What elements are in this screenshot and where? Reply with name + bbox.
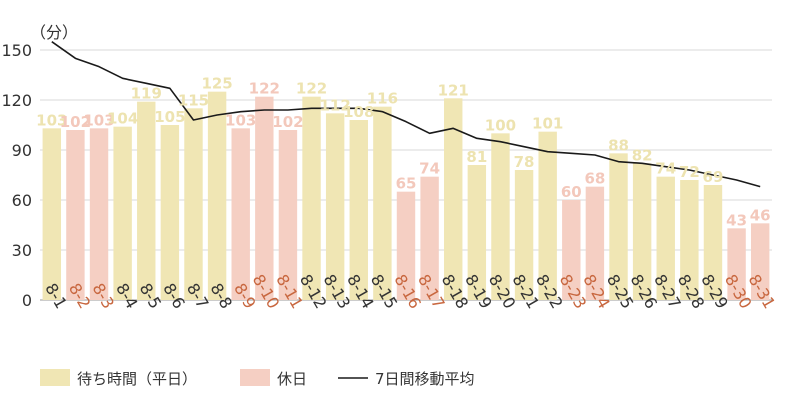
legend-label-average: 7日間移動平均	[375, 370, 475, 388]
data-label-8-1: 103	[36, 111, 67, 129]
data-label-8-29: 69	[703, 168, 724, 186]
bar-8-14	[349, 120, 368, 300]
data-label-8-6: 105	[154, 108, 185, 126]
data-labels: 1031021031041191051151251031221021221121…	[36, 75, 770, 230]
data-label-8-4: 104	[107, 110, 138, 128]
moving-average-line	[51, 41, 761, 188]
bar-8-29	[703, 185, 723, 300]
y-tick-label: 60	[12, 191, 32, 210]
data-label-8-19: 81	[466, 148, 487, 166]
bar-8-21	[514, 170, 534, 300]
bar-8-10	[255, 96, 274, 301]
data-label-8-21: 78	[514, 153, 535, 171]
bar-8-4	[113, 126, 132, 301]
data-label-8-16: 65	[396, 175, 417, 193]
data-label-8-28: 72	[679, 163, 700, 181]
bar-8-24	[585, 186, 605, 300]
x-axis-categories: 8-18-28-38-48-58-68-78-88-98-108-118-128…	[41, 271, 779, 312]
bar-8-11	[278, 130, 298, 300]
bars	[42, 91, 770, 301]
data-label-8-27: 74	[655, 160, 676, 178]
y-tick-label: 120	[1, 91, 32, 110]
bar-8-8	[207, 91, 227, 301]
bar-8-27	[656, 176, 675, 300]
bar-8-7	[184, 108, 203, 300]
data-label-8-18: 121	[438, 81, 469, 99]
data-label-8-23: 60	[561, 183, 582, 201]
bar-8-30	[727, 228, 746, 300]
bar-8-26	[632, 163, 652, 300]
data-label-8-25: 88	[608, 136, 629, 154]
data-label-8-5: 119	[131, 85, 162, 103]
bar-8-31	[750, 223, 770, 300]
data-label-8-10: 122	[249, 80, 280, 98]
data-label-8-20: 100	[485, 116, 516, 134]
data-label-8-9: 103	[225, 111, 256, 129]
bar-8-16	[396, 191, 416, 300]
y-tick-label: 90	[12, 141, 32, 160]
y-tick-label: 30	[12, 241, 32, 260]
data-label-8-12: 122	[296, 80, 327, 98]
legend-swatch-holiday	[240, 369, 270, 386]
bar-8-18	[444, 98, 463, 300]
data-label-8-2: 102	[60, 113, 91, 131]
bar-8-13	[325, 113, 345, 300]
bar-8-22	[538, 131, 557, 300]
bar-8-1	[42, 128, 62, 300]
bar-8-2	[66, 130, 85, 300]
bar-8-28	[680, 180, 699, 300]
data-label-8-3: 103	[83, 111, 114, 129]
data-label-8-17: 74	[419, 160, 440, 178]
y-tick-label: 0	[22, 291, 32, 310]
y-axis-ticks: 0 30 60 90 120 150	[1, 41, 32, 310]
legend-label-weekday: 待ち時間（平日）	[77, 370, 197, 388]
bar-8-3	[89, 128, 109, 300]
legend-swatch-weekday	[40, 369, 70, 386]
legend-label-holiday: 休日	[277, 370, 307, 388]
data-label-8-14: 108	[343, 103, 374, 121]
bar-8-20	[491, 133, 510, 300]
data-label-8-31: 46	[750, 206, 771, 224]
bar-8-5	[137, 101, 156, 301]
bar-8-17	[420, 176, 439, 300]
data-label-8-11: 102	[272, 113, 303, 131]
bar-8-25	[609, 153, 628, 300]
moving-average-layer	[51, 41, 761, 188]
data-label-8-26: 82	[632, 146, 653, 164]
data-label-8-24: 68	[584, 170, 605, 188]
y-axis-unit-label: （分）	[30, 23, 78, 42]
bar-8-15	[373, 106, 392, 301]
bar-8-19	[467, 165, 487, 300]
bar-8-23	[562, 200, 581, 300]
legend: 待ち時間（平日） 休日 7日間移動平均	[40, 369, 475, 388]
data-label-8-8: 125	[201, 75, 232, 93]
bar-8-6	[160, 125, 180, 300]
data-label-8-15: 116	[367, 90, 398, 108]
data-label-8-30: 43	[726, 211, 747, 229]
y-tick-label: 150	[1, 41, 32, 60]
data-label-8-22: 101	[532, 115, 563, 133]
bar-8-9	[231, 128, 250, 300]
data-label-8-7: 115	[178, 91, 209, 109]
data-label-8-13: 112	[320, 96, 351, 114]
bar-8-12	[302, 96, 321, 301]
